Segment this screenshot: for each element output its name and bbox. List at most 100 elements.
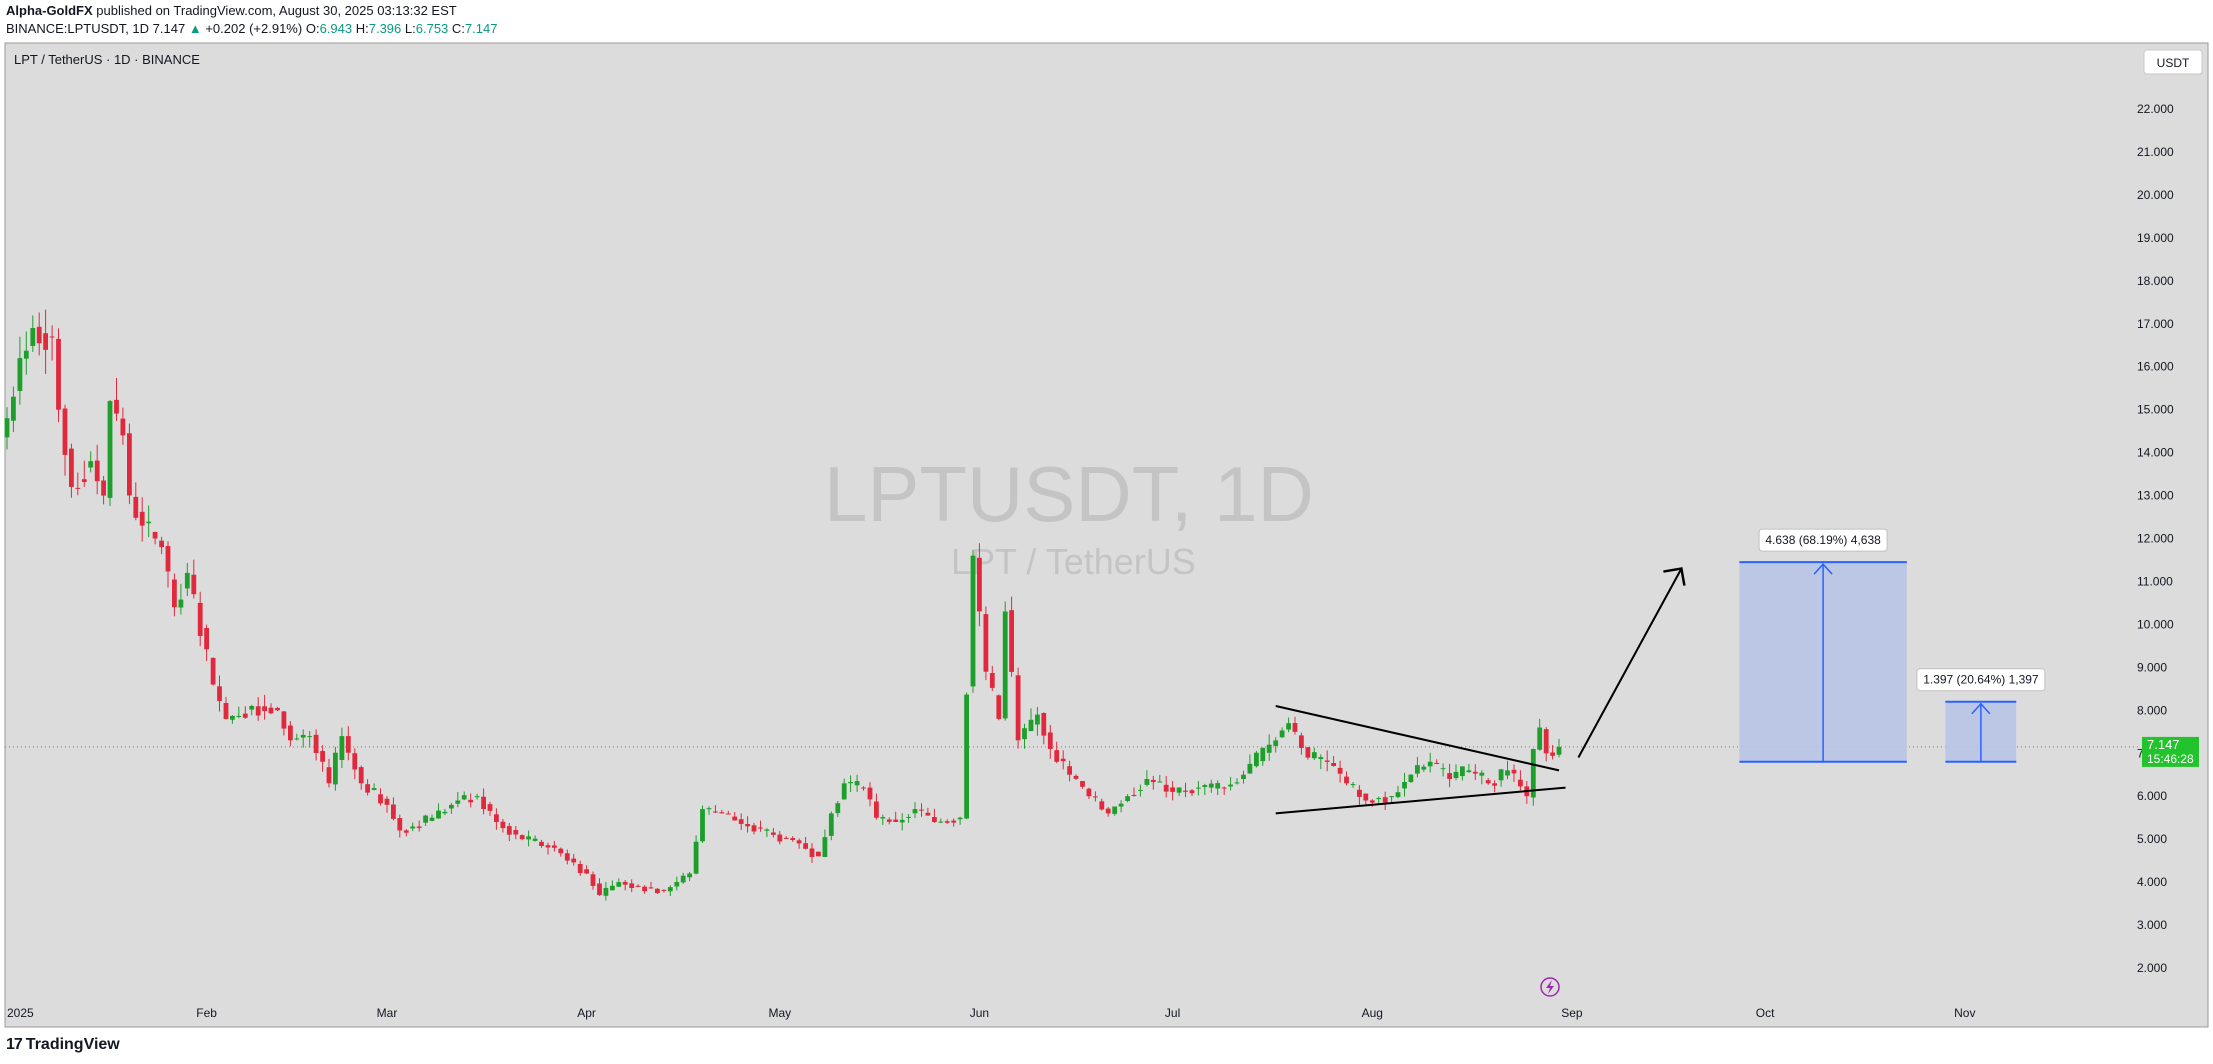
candle-body xyxy=(442,811,448,814)
candle-body xyxy=(204,628,209,650)
candle-body xyxy=(841,783,847,800)
candle-body xyxy=(1163,784,1169,792)
candle-body xyxy=(255,706,261,716)
candle-body xyxy=(732,816,738,821)
candle-body xyxy=(1331,763,1336,766)
candle-body xyxy=(1208,783,1214,788)
candle-body xyxy=(1299,735,1304,748)
x-tick-label: Apr xyxy=(577,1006,596,1020)
drawings[interactable]: 4.638 (68.19%) 4,638 1.397 (20.64%) 1,397 xyxy=(1275,528,2046,815)
candle-body xyxy=(919,809,924,811)
candle-body xyxy=(655,888,660,894)
candle-body xyxy=(796,840,802,844)
candle-body xyxy=(854,781,860,786)
candle-body xyxy=(1047,732,1053,749)
low-label: L: xyxy=(404,21,416,36)
candle-body xyxy=(777,834,783,842)
candle-body xyxy=(899,819,905,823)
y-tick-label: 17.000 xyxy=(2137,317,2174,331)
candle-body xyxy=(500,821,506,829)
author-name[interactable]: Alpha-GoldFX xyxy=(6,3,93,18)
candle-body xyxy=(165,546,171,572)
candle-body xyxy=(925,812,931,816)
candle-body xyxy=(17,358,23,391)
y-tick-label: 4.000 xyxy=(2137,875,2167,889)
candle-body xyxy=(455,800,461,804)
candle-body xyxy=(745,824,750,827)
candle-body xyxy=(1125,796,1130,801)
candle-body xyxy=(809,848,815,857)
candle-body xyxy=(564,853,570,861)
measure-big-label: 4.638 (68.19%) 4,638 xyxy=(1765,533,1881,547)
candle-body xyxy=(1530,749,1536,798)
candle-body xyxy=(1273,740,1279,746)
candle-body xyxy=(1266,744,1272,753)
published-text: published on TradingView.com, August 30,… xyxy=(96,3,457,18)
candle-body xyxy=(519,835,525,840)
candle-body xyxy=(320,751,325,762)
measure-small-label-box xyxy=(1916,668,2046,692)
candle-body xyxy=(738,819,744,824)
candle-body xyxy=(1305,747,1311,758)
candle-body xyxy=(1479,772,1485,776)
candle-body xyxy=(1131,795,1137,796)
candle-body xyxy=(1402,782,1407,789)
symbol-label: BINANCE:LPTUSDT, 1D xyxy=(6,21,150,36)
candle-body xyxy=(378,794,383,804)
close-value: 7.147 xyxy=(464,21,498,36)
candle-body xyxy=(107,401,113,498)
candle-body xyxy=(1363,793,1369,801)
candle-body xyxy=(597,883,602,895)
candle-body xyxy=(886,819,892,822)
last-price-tag: 7.147 15:46:28 xyxy=(2142,736,2199,767)
candle-body xyxy=(938,821,944,823)
candle-body xyxy=(1382,797,1388,803)
candle-body xyxy=(848,782,853,784)
currency-button[interactable]: USDT xyxy=(2143,49,2203,75)
tradingview-logo[interactable]: 17 TradingView xyxy=(6,1036,120,1054)
candle-body xyxy=(56,338,61,410)
candle-body xyxy=(152,532,158,539)
candle-body xyxy=(1376,798,1382,800)
x-tick-label: 2025 xyxy=(7,1006,34,1020)
time-axis[interactable]: 2025 Feb Mar Apr May Jun Jul Aug Sep Oct Nov xyxy=(7,1006,1975,1020)
candle-body xyxy=(610,885,615,891)
candle-body xyxy=(1247,763,1253,774)
candle-body xyxy=(494,814,499,822)
candle-body xyxy=(590,874,596,886)
candle-body xyxy=(371,788,377,790)
measure-small-label: 1.397 (20.64%) 1,397 xyxy=(1923,673,2039,687)
lightning-icon[interactable] xyxy=(1540,977,1560,997)
candle-body xyxy=(1202,785,1208,787)
candle-body xyxy=(242,713,248,718)
candle-body xyxy=(403,830,409,833)
x-tick-label: Jun xyxy=(970,1006,989,1020)
candle-body xyxy=(764,829,770,831)
price-axis[interactable]: 2.0003.0004.0005.0006.0007.0008.0009.000… xyxy=(2137,102,2174,975)
candle-body xyxy=(1234,782,1240,784)
candle-body xyxy=(262,706,267,711)
candle-body xyxy=(944,821,950,823)
candle-body xyxy=(861,787,866,789)
candle-body xyxy=(1434,762,1440,764)
candle-body xyxy=(139,511,145,526)
candle-body xyxy=(951,820,957,823)
candle-body xyxy=(964,694,969,819)
candle-body xyxy=(577,864,583,873)
candle-body xyxy=(127,433,132,496)
open-label: O: xyxy=(305,21,320,36)
candle-body xyxy=(1279,730,1285,738)
y-tick-label: 19.000 xyxy=(2137,231,2174,245)
candle-body xyxy=(977,557,982,612)
candle-body xyxy=(345,736,351,753)
candle-body xyxy=(1466,770,1472,773)
candle-body xyxy=(648,887,654,889)
candle-body xyxy=(713,811,718,813)
y-tick-label: 10.000 xyxy=(2137,617,2174,631)
candle-body xyxy=(571,858,577,863)
candle-body xyxy=(358,767,364,784)
candle-body xyxy=(1067,766,1072,775)
candle-body xyxy=(1318,757,1324,759)
candle-body xyxy=(635,885,641,887)
